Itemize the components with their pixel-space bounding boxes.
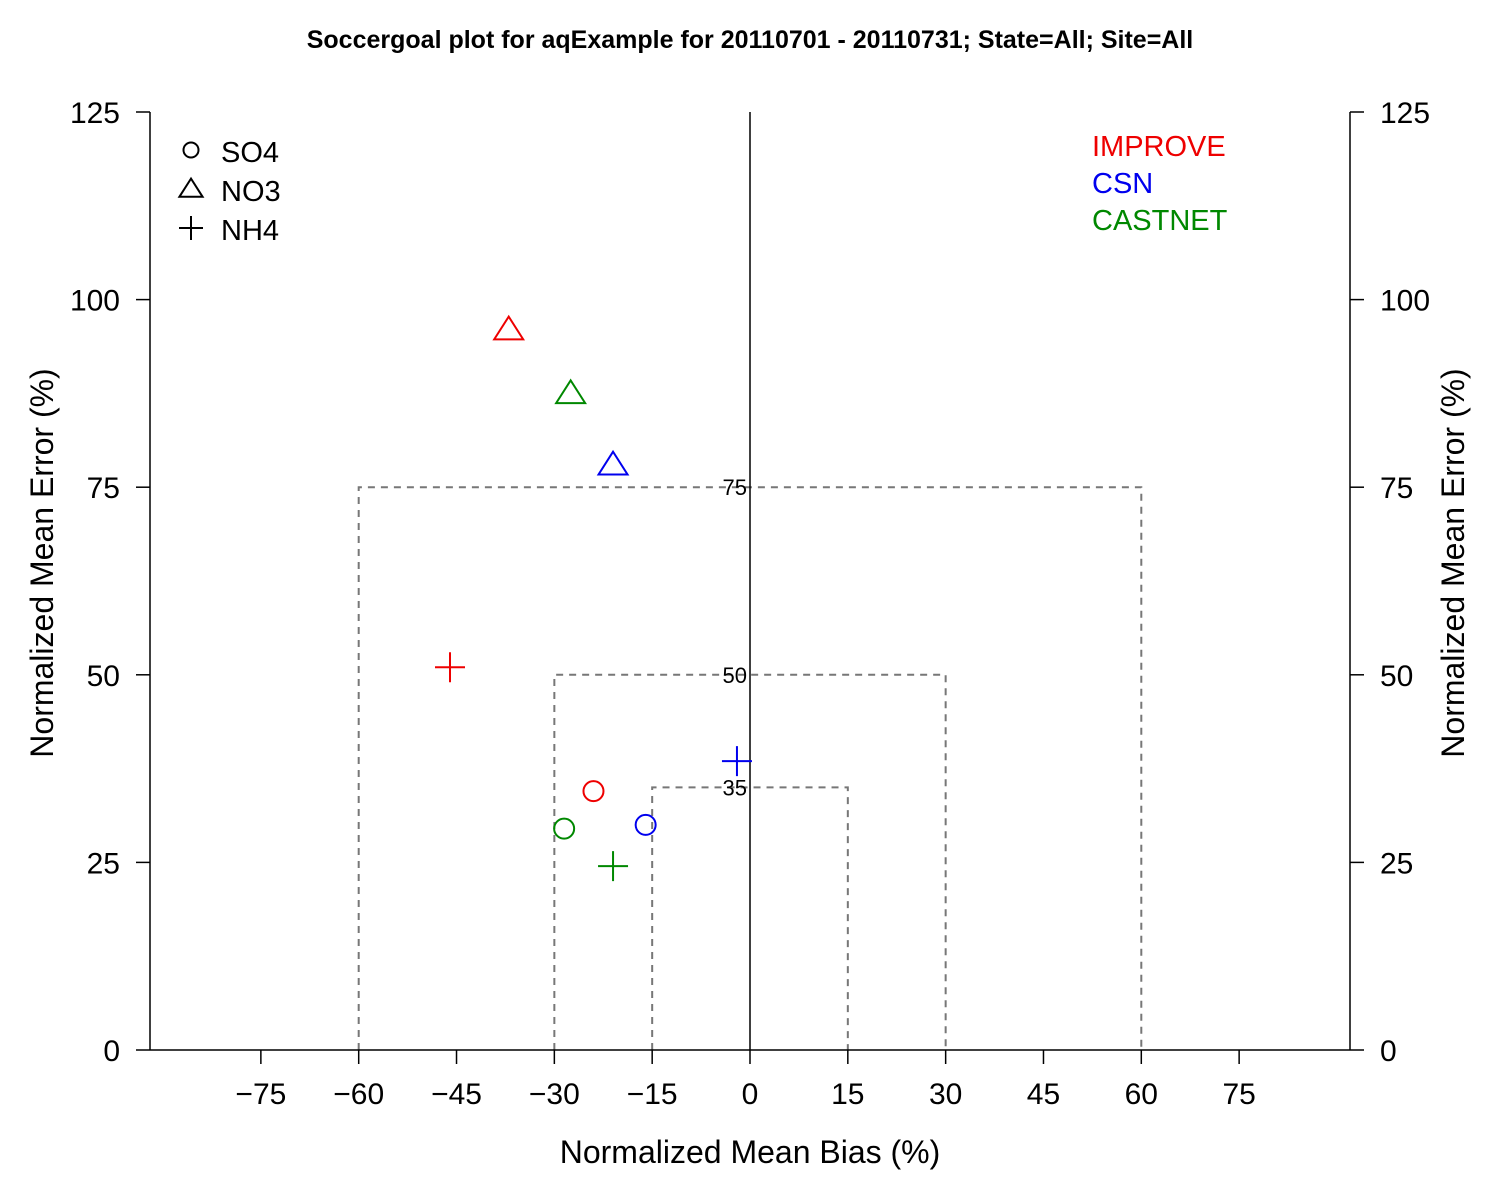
goal-label-75: 75 xyxy=(723,475,747,500)
y-tick-label-right: 50 xyxy=(1380,660,1413,693)
legend-network-csn: CSN xyxy=(1092,168,1153,200)
x-tick-label: −75 xyxy=(235,1078,286,1111)
y-tick-label-right: 100 xyxy=(1380,285,1430,318)
axes: −75 −60 −45 −30 −15 0 15 30 45 60 75 0 0 25 25 50 50 75 75… xyxy=(70,97,1430,1111)
y-tick-label-left: 0 xyxy=(103,1035,120,1068)
goal-zone-50 xyxy=(553,673,947,1050)
y-tick-label-right: 25 xyxy=(1380,847,1413,880)
legend-label-so4: SO4 xyxy=(221,137,279,169)
y-axis-label-right: Normalized Mean Error (%) xyxy=(1435,368,1471,757)
improve-so4-point xyxy=(582,780,605,803)
legend-label-nh4: NH4 xyxy=(221,215,279,247)
castnet-no3-point xyxy=(554,378,587,405)
x-tick-label: −30 xyxy=(529,1078,580,1111)
chart-title: Soccergoal plot for aqExample for 201107… xyxy=(307,26,1194,54)
improve-nh4-point xyxy=(435,652,465,683)
y-tick-label-left: 100 xyxy=(70,285,120,318)
csn-nh4-point xyxy=(721,746,752,777)
legend-network-improve: IMPROVE xyxy=(1092,131,1226,163)
legend-symbol-no3 xyxy=(177,176,205,198)
legend-network-castnet: CASTNET xyxy=(1092,205,1228,237)
data-points xyxy=(435,314,752,882)
csn-no3-point xyxy=(596,449,630,476)
y-tick-label-right: 75 xyxy=(1380,472,1413,505)
x-tick-label: 75 xyxy=(1222,1078,1255,1111)
csn-so4-point xyxy=(634,813,657,836)
legend-label-no3: NO3 xyxy=(221,176,281,208)
x-tick-label: 30 xyxy=(929,1078,962,1111)
legend-symbol-so4 xyxy=(182,141,200,159)
x-tick-label: −60 xyxy=(333,1078,384,1111)
x-axis-label: Normalized Mean Bias (%) xyxy=(560,1134,941,1170)
goal-label-35: 35 xyxy=(723,775,747,800)
x-tick-label: 45 xyxy=(1027,1078,1060,1111)
y-tick-label-left: 50 xyxy=(87,660,120,693)
x-tick-label: −45 xyxy=(431,1078,482,1111)
castnet-nh4-point xyxy=(598,851,629,882)
x-tick-label: −15 xyxy=(627,1078,678,1111)
goal-label-50: 50 xyxy=(723,663,747,688)
legends: SO4 NO3 NH4 IMPROVE CSN CASTNET xyxy=(177,131,1228,247)
x-tick-label: 0 xyxy=(742,1078,759,1111)
y-tick-label-left: 125 xyxy=(70,97,120,130)
goal-zone-35 xyxy=(651,786,849,1050)
castnet-so4-point xyxy=(553,817,576,840)
legend-symbol-nh4 xyxy=(179,216,203,240)
y-axis-label: Normalized Mean Error (%) xyxy=(24,368,60,757)
x-tick-label: 15 xyxy=(831,1078,864,1111)
y-tick-label-left: 75 xyxy=(87,472,120,505)
x-tick-label: 60 xyxy=(1125,1078,1158,1111)
improve-no3-point xyxy=(492,314,526,341)
y-tick-label-left: 25 xyxy=(87,847,120,880)
y-tick-label-right: 125 xyxy=(1380,97,1430,130)
y-tick-label-right: 0 xyxy=(1380,1035,1397,1068)
